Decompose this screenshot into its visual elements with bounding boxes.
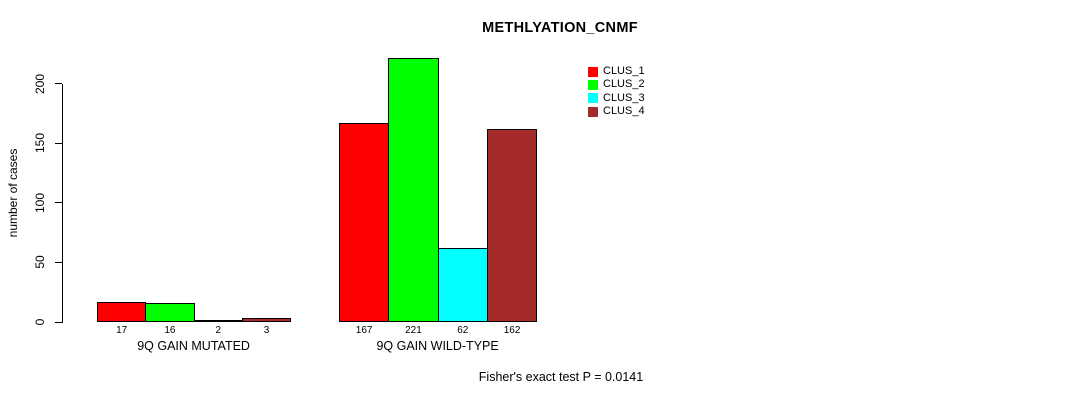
y-tick-label: 0 <box>33 318 47 326</box>
bar-clus_3-2 <box>437 248 488 322</box>
y-tick-label: 100 <box>33 192 47 213</box>
y-tick-mark <box>55 202 62 204</box>
bar-value-label: 167 <box>355 325 373 336</box>
x-category-label: 9Q GAIN MUTATED <box>137 339 250 353</box>
bar-value-label: 17 <box>116 325 128 336</box>
legend-item-clus_2: CLUS_2 <box>588 78 645 91</box>
legend-item-label: CLUS_2 <box>603 78 645 91</box>
legend-color-swatch <box>588 79 598 90</box>
legend-item-label: CLUS_3 <box>603 91 645 104</box>
legend: CLUS_1 CLUS_2 CLUS_3 CLUS_4 <box>588 65 645 118</box>
legend-color-swatch <box>588 66 598 77</box>
legend-item-label: CLUS_4 <box>603 105 645 118</box>
bar-value-label: 2 <box>215 325 222 336</box>
bar-clus_1-2 <box>339 122 390 322</box>
bar-value-label: 16 <box>164 325 176 336</box>
legend-item-clus_1: CLUS_1 <box>588 65 645 78</box>
bar-clus_4-1 <box>241 318 292 322</box>
legend-item-clus_3: CLUS_3 <box>588 92 645 105</box>
bar-value-label: 162 <box>503 325 521 336</box>
y-axis-label: number of cases <box>6 148 20 238</box>
y-tick-mark <box>55 321 62 323</box>
annotation-text: Fisher's exact test P = 0.0141 <box>478 370 644 384</box>
legend-item-clus_4: CLUS_4 <box>588 105 645 118</box>
y-tick-label: 150 <box>33 133 47 154</box>
bar-value-label: 62 <box>457 325 469 336</box>
y-tick-label: 200 <box>33 73 47 94</box>
bar-clus_3-1 <box>193 319 243 322</box>
legend-color-swatch <box>588 93 598 104</box>
y-tick-label: 50 <box>33 255 47 270</box>
bar-clus_4-2 <box>486 128 538 322</box>
bar-value-label: 221 <box>405 325 422 336</box>
y-tick-mark <box>55 142 62 144</box>
y-axis-line <box>62 83 63 323</box>
chart-title: METHLYATION_CNMF <box>482 20 638 36</box>
y-tick-mark <box>55 261 62 263</box>
bar-clus_2-2 <box>388 58 439 322</box>
x-category-label: 9Q GAIN WILD-TYPE <box>376 339 499 353</box>
legend-item-label: CLUS_1 <box>603 65 645 78</box>
bar-clus_1-1 <box>97 301 147 322</box>
bar-clus_2-1 <box>145 302 195 322</box>
legend-color-swatch <box>588 106 598 117</box>
bar-value-label: 3 <box>263 325 270 336</box>
y-tick-mark <box>55 83 62 84</box>
